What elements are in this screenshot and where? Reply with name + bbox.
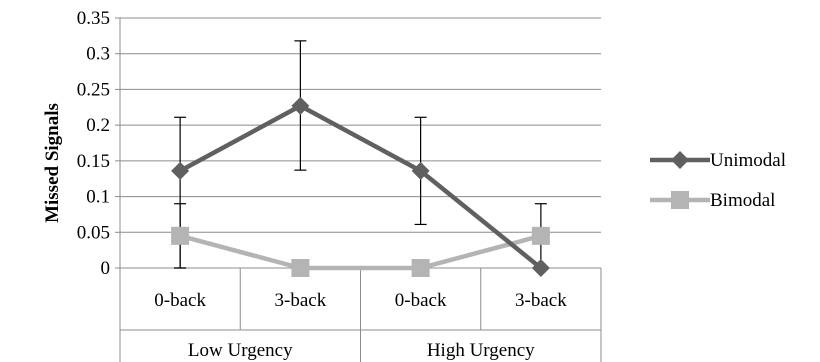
y-tick-label: 0.3 (86, 44, 110, 65)
y-tick-label: 0.05 (77, 222, 110, 243)
x-category-labels: 0-back 3-back 0-back 3-back Low Urgency High … (154, 290, 567, 361)
legend: Unimodal Bimodal (650, 150, 786, 211)
gridlines (120, 17, 601, 269)
category-label: 0-back (395, 290, 447, 311)
error-bars (174, 40, 547, 269)
legend-marker-unimodal (671, 151, 689, 169)
data-point-unimodal (291, 96, 310, 115)
series-lines (171, 96, 550, 277)
data-point-bimodal (411, 259, 430, 277)
legend-label-bimodal: Bimodal (710, 190, 775, 211)
category-label: 3-back (515, 290, 567, 311)
legend-marker-bimodal (671, 191, 689, 209)
y-tick-label: 0 (101, 258, 111, 279)
series-line-bimodal (179, 233, 542, 271)
axes (115, 17, 602, 362)
data-point-bimodal (291, 259, 310, 277)
y-axis-label: Missed Signals (42, 103, 63, 223)
category-label: 0-back (154, 290, 206, 311)
y-tick-labels: 0 0.05 0.1 0.15 0.2 0.25 0.3 0.35 (77, 8, 110, 279)
legend-label-unimodal: Unimodal (710, 150, 786, 171)
y-tick-label: 0.25 (77, 79, 110, 100)
y-tick-label: 0.35 (77, 8, 110, 29)
y-tick-label: 0.15 (77, 151, 110, 172)
data-point-unimodal (411, 161, 430, 180)
y-tick-label: 0.1 (86, 187, 110, 208)
data-point-bimodal (171, 226, 190, 245)
y-tick-label: 0.2 (86, 115, 110, 136)
data-point-bimodal (531, 226, 550, 245)
group-label: High Urgency (427, 340, 535, 361)
data-point-unimodal (531, 259, 550, 277)
data-point-unimodal (171, 161, 190, 180)
category-label: 3-back (275, 290, 327, 311)
group-label: Low Urgency (188, 340, 293, 361)
series-line-unimodal (179, 103, 543, 270)
